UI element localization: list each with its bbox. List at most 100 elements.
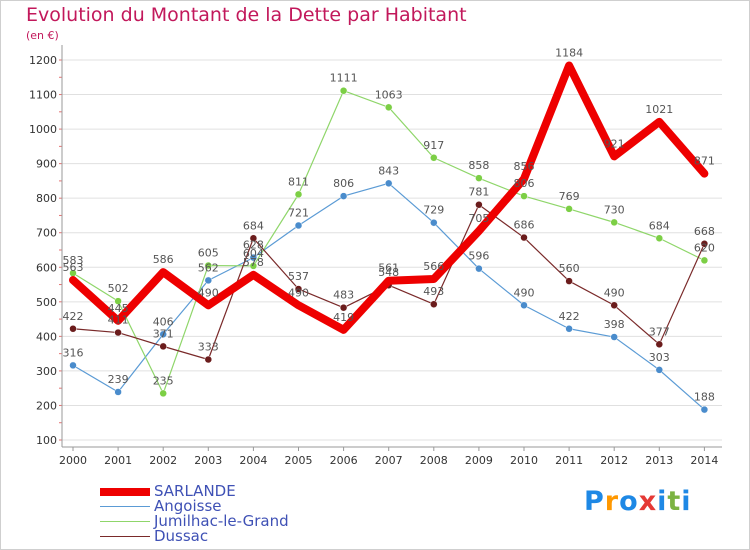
data-point	[204, 276, 213, 285]
data-label: 406	[153, 315, 174, 328]
data-label: 490	[198, 286, 219, 299]
data-point	[430, 218, 438, 227]
data-label: 1184	[555, 47, 583, 60]
data-label: 1111	[330, 72, 358, 85]
data-point	[204, 355, 213, 364]
data-label: 604	[243, 247, 264, 260]
data-label: 628	[243, 239, 264, 252]
data-label: 398	[604, 318, 625, 331]
legend-item-jumilhac: Jumilhac-le-Grand	[100, 514, 289, 529]
legend-swatch-dussac	[100, 536, 150, 537]
data-label: 1063	[375, 88, 403, 101]
x-tick-label: 2014	[690, 454, 718, 467]
data-label: 620	[694, 241, 715, 254]
data-point	[655, 366, 664, 374]
data-label: 493	[423, 285, 444, 298]
data-point	[339, 303, 348, 312]
data-point	[339, 86, 348, 95]
data-point	[249, 262, 258, 270]
legend-item-angoisse: Angoisse	[100, 499, 289, 514]
data-point	[610, 333, 618, 341]
x-tick-label: 2003	[194, 454, 222, 467]
data-label: 729	[423, 204, 444, 217]
data-label: 561	[378, 262, 399, 275]
grid-layer	[62, 59, 722, 441]
x-tick-label: 2010	[510, 454, 538, 467]
y-tick-label: 1200	[29, 54, 57, 67]
data-label: 422	[63, 310, 84, 323]
legend-item-dussac: Dussac	[100, 529, 289, 544]
data-label: 730	[604, 203, 625, 216]
data-label: 377	[649, 325, 670, 338]
x-tick-label: 2007	[375, 454, 403, 467]
y-tick-label: 700	[36, 227, 57, 240]
data-point	[159, 342, 167, 351]
y-unit-label: (en €)	[26, 29, 59, 42]
legend-swatch-sarlande	[100, 487, 150, 496]
legend-label-angoisse: Angoisse	[154, 497, 222, 515]
y-tick-label: 500	[36, 296, 57, 309]
y-tick-label: 1000	[29, 123, 57, 136]
y-tick-label: 600	[36, 261, 57, 274]
data-point	[520, 192, 528, 200]
data-point	[430, 300, 438, 308]
data-label: 490	[514, 286, 535, 299]
data-point	[159, 389, 167, 398]
data-label: 843	[378, 164, 399, 177]
data-point	[475, 200, 483, 209]
data-label: 806	[333, 177, 354, 190]
data-label-layer: 563 445 586 490 578 490 419 561 566 705 856 1184 921…	[63, 47, 715, 404]
data-label: 781	[468, 186, 489, 199]
legend: SARLANDE Angoisse Jumilhac-le-Grand Duss…	[100, 484, 289, 544]
data-label: 411	[108, 314, 129, 327]
x-tick-label: 2005	[285, 454, 313, 467]
data-point	[294, 221, 303, 230]
y-tick-label: 200	[36, 399, 57, 412]
data-label: 684	[649, 219, 670, 232]
x-tick-label: 2008	[420, 454, 448, 467]
y-tick-label: 1100	[29, 89, 57, 102]
data-label: 871	[694, 155, 715, 168]
data-point	[384, 179, 393, 188]
data-label: 548	[378, 266, 399, 279]
data-point	[655, 340, 664, 349]
x-tick-label: 2002	[149, 454, 177, 467]
data-point	[294, 285, 303, 293]
legend-swatch-jumilhac	[100, 521, 150, 522]
data-point	[610, 301, 618, 310]
chart-title: Evolution du Montant de la Dette par Hab…	[26, 4, 467, 26]
x-tick-label: 2009	[465, 454, 493, 467]
x-tick-label: 2013	[645, 454, 673, 467]
data-point	[430, 154, 438, 162]
x-tick-label: 2004	[239, 454, 267, 467]
data-point	[294, 190, 303, 199]
data-label: 371	[153, 327, 174, 340]
data-label: 502	[108, 282, 129, 295]
data-point	[384, 103, 393, 112]
data-point	[475, 264, 483, 273]
proxiti-logo: Proxiti	[584, 486, 692, 517]
data-label: 917	[423, 139, 444, 152]
data-label: 858	[468, 159, 489, 172]
y-tick-label: 400	[36, 330, 57, 343]
data-point	[520, 233, 528, 242]
series-layer	[69, 61, 709, 414]
data-point	[204, 261, 213, 270]
data-point	[114, 388, 122, 396]
data-point	[610, 218, 618, 227]
data-label: 560	[559, 262, 580, 275]
data-label: 483	[333, 289, 354, 302]
data-label: 578	[243, 256, 264, 269]
y-tick-label: 300	[36, 365, 57, 378]
data-label: 806	[514, 177, 535, 190]
series-line-sarlande	[69, 61, 709, 334]
data-point	[565, 277, 573, 285]
x-tick-label: 2000	[59, 454, 87, 467]
data-label: 583	[63, 254, 84, 267]
data-label: 769	[559, 190, 580, 203]
x-tick-label: 2001	[104, 454, 132, 467]
data-point	[249, 234, 258, 243]
data-label: 811	[288, 175, 309, 188]
data-label: 490	[604, 286, 625, 299]
data-point	[565, 205, 573, 213]
